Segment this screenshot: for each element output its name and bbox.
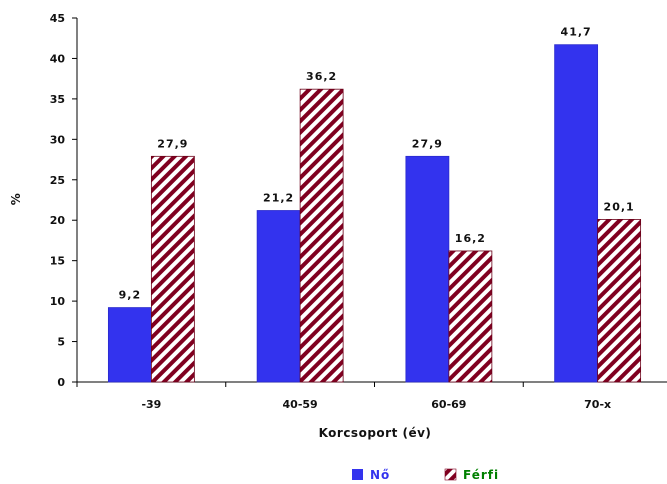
data-label: 20,1	[604, 200, 635, 213]
y-tick-label: 30	[50, 133, 66, 146]
bar-no	[554, 44, 599, 383]
y-tick-label: 45	[50, 12, 65, 25]
x-tick-label: 40-59	[283, 398, 318, 411]
legend: Nő Férfi	[352, 468, 499, 482]
data-label: 41,7	[561, 26, 592, 39]
y-axis-title: %	[9, 193, 23, 206]
x-axis-title: Korcsoport (év)	[319, 426, 432, 440]
bar-ferfi	[150, 155, 195, 383]
y-tick-label: 0	[57, 376, 65, 389]
bar-ferfi	[299, 88, 344, 383]
legend-swatch-ferfi	[444, 468, 457, 481]
bar-no	[256, 210, 301, 383]
x-tick-label: 70-x	[584, 398, 611, 411]
y-tick-label: 35	[50, 93, 65, 106]
data-label: 21,2	[263, 192, 294, 205]
bar-no	[405, 155, 450, 383]
x-tick-label: 60-69	[431, 398, 466, 411]
x-tick-label: -39	[141, 398, 161, 411]
y-tick-label: 40	[50, 52, 66, 65]
data-label: 16,2	[455, 232, 486, 245]
data-label: 36,2	[306, 70, 337, 83]
data-label: 27,9	[412, 137, 443, 150]
legend-label-no: Nő	[370, 468, 390, 482]
y-tick-label: 10	[50, 295, 66, 308]
bar-no	[107, 307, 152, 383]
y-tick-label: 15	[50, 255, 65, 268]
bar-ferfi	[448, 250, 493, 383]
legend-swatch-no	[352, 469, 363, 480]
data-label: 9,2	[119, 289, 142, 302]
y-tick-label: 25	[50, 174, 65, 187]
data-label: 27,9	[157, 137, 188, 150]
y-tick-label: 5	[57, 336, 65, 349]
y-tick-label: 20	[50, 214, 66, 227]
legend-label-ferfi: Férfi	[463, 468, 499, 482]
bar-ferfi	[597, 219, 642, 383]
